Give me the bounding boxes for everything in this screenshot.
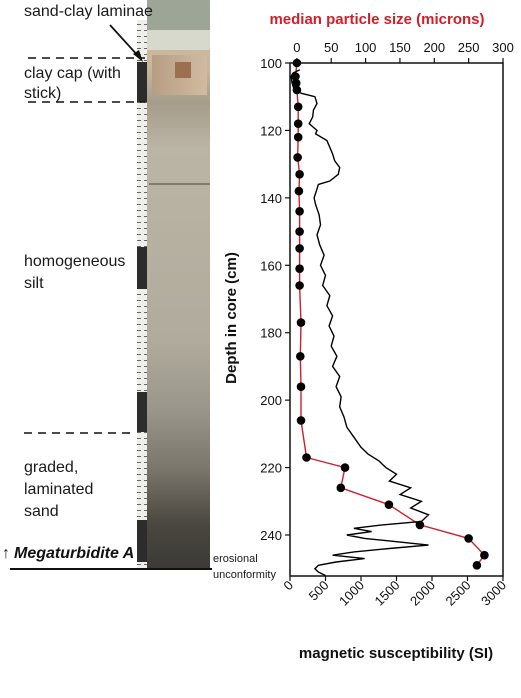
label-clay-cap-2: stick): [24, 85, 61, 102]
particle-size-point: [480, 550, 489, 560]
core-top: [147, 0, 210, 30]
bottom-tick-label: 500: [306, 578, 332, 604]
y-tick-label: 100: [260, 56, 282, 71]
label-homogeneous-1: homogeneous: [24, 253, 125, 270]
ruler-mark: [137, 62, 147, 102]
particle-size-point: [296, 416, 306, 425]
top-tick-label: 200: [423, 40, 445, 55]
erosional-label-1: erosional: [213, 553, 258, 565]
particle-size-point: [384, 500, 394, 510]
bottom-tick-label: 0: [280, 578, 296, 594]
particle-size-point: [295, 244, 304, 253]
ruler-mark: [137, 520, 147, 562]
laminae-arrow: [109, 24, 141, 59]
megaturbidite-arrow: ↑: [2, 545, 10, 562]
y-tick-label: 120: [260, 123, 282, 138]
bottom-tick-label: 2000: [407, 578, 438, 609]
core-ruler: [137, 20, 147, 570]
particle-size-point: [296, 352, 305, 361]
core-photo: [137, 0, 210, 570]
erosional-label-2: unconformity: [213, 569, 276, 581]
core-annotations: sand-clay laminae clay cap (with stick) …: [2, 3, 276, 581]
bottom-tick-label: 1000: [336, 578, 367, 609]
particle-size-point: [291, 72, 300, 81]
particle-size-point: [294, 186, 304, 196]
y-tick-label: 220: [260, 461, 282, 476]
bottom-axis-title: magnetic susceptibility (SI): [299, 645, 493, 662]
ruler-mark: [137, 392, 147, 432]
particle-size-point: [292, 85, 302, 95]
label-clay-cap-1: clay cap (with: [24, 65, 121, 82]
plot-frame: [289, 62, 504, 577]
label-homogeneous-2: silt: [24, 275, 44, 292]
bottom-tick-label: 1500: [372, 578, 403, 609]
top-tick-label: 100: [355, 40, 377, 55]
particle-size-point: [295, 227, 304, 236]
y-tick-label: 180: [260, 326, 282, 341]
particle-size-point: [295, 281, 304, 290]
particle-size-point: [336, 483, 346, 493]
label-graded-1: graded,: [24, 459, 78, 476]
y-axis: 100 120 140 160 180 200 220 240: [260, 56, 290, 543]
chart: median particle size (microns) magnetic …: [223, 11, 514, 662]
particle-size-point: [293, 119, 303, 128]
particle-size-point: [464, 534, 473, 543]
y-tick-label: 240: [260, 528, 282, 543]
particle-size-point: [295, 207, 304, 216]
bottom-axis: 0 500 1000 1500 2000 2500 3000: [280, 576, 509, 609]
bottom-tick-label: 3000: [478, 578, 509, 609]
arrowhead: [133, 50, 143, 62]
particle-size-point: [291, 78, 301, 88]
particle-size-point: [296, 318, 306, 327]
label-sand-clay-laminae: sand-clay laminae: [24, 3, 153, 20]
ruler-mark: [137, 247, 147, 289]
y-tick-label: 160: [260, 258, 282, 273]
top-axis: 0 50 100 150 200 250 300: [293, 40, 514, 63]
particle-size-point: [340, 463, 350, 472]
series-layer: [290, 58, 489, 576]
y-tick-label: 200: [260, 393, 282, 408]
particle-size-point: [293, 102, 303, 112]
particle-size-point: [293, 153, 302, 162]
sand-clay-laminae-band: [147, 30, 210, 50]
top-tick-label: 0: [293, 40, 300, 55]
particle-size-point: [472, 561, 482, 570]
label-graded-2: laminated: [24, 481, 93, 498]
stick: [175, 62, 191, 78]
particle-size-point: [415, 520, 425, 530]
top-tick-label: 300: [492, 40, 514, 55]
top-axis-title: median particle size (microns): [269, 11, 484, 28]
particle-size-point: [295, 170, 304, 179]
top-tick-label: 150: [389, 40, 411, 55]
y-tick-label: 140: [260, 191, 282, 206]
megaturbidite-label: Megaturbidite A: [14, 545, 134, 562]
top-tick-label: 250: [458, 40, 480, 55]
particle-size-point: [296, 382, 306, 392]
particle-size-point: [293, 132, 303, 142]
magnetic-susceptibility-line: [290, 69, 430, 576]
y-axis-title: Depth in core (cm): [223, 252, 240, 384]
top-tick-label: 50: [324, 40, 338, 55]
particle-size-point: [302, 453, 311, 462]
bottom-tick-label: 2500: [443, 578, 474, 609]
particle-size-point: [295, 264, 304, 274]
label-graded-3: sand: [24, 503, 59, 520]
